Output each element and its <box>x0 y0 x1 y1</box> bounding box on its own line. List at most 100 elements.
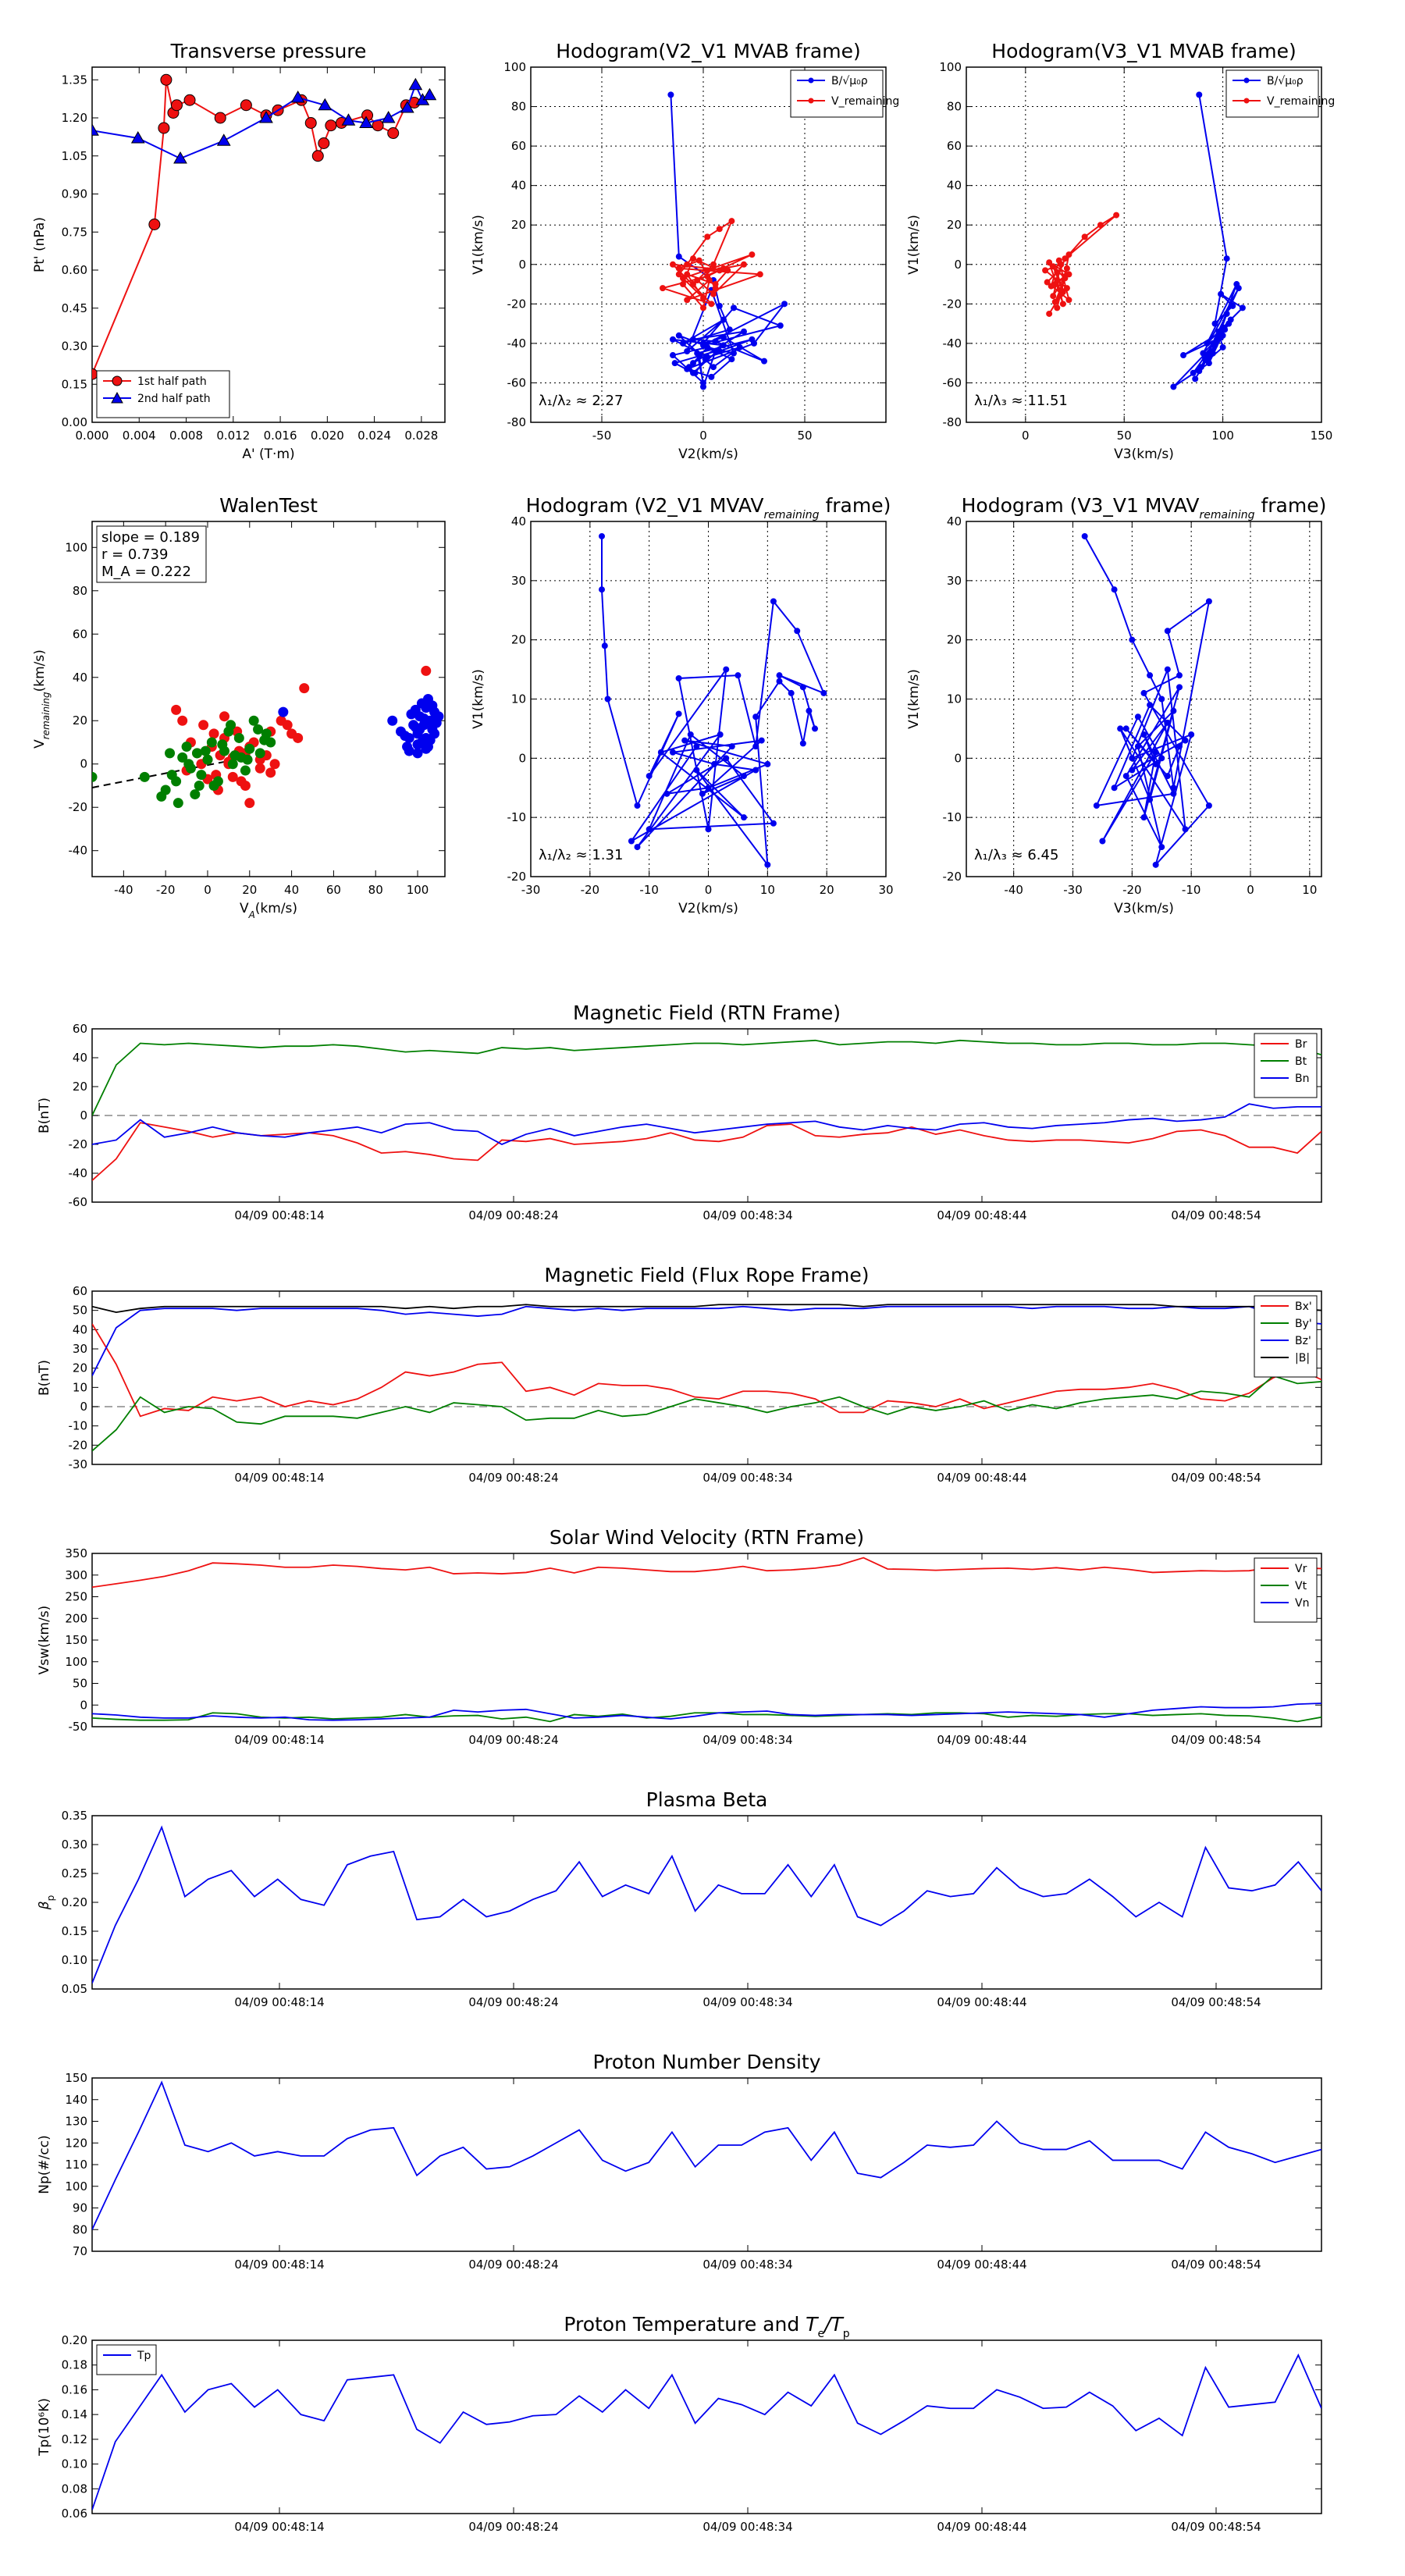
y-tick-label: -20 <box>69 800 88 814</box>
chart-transverse-pressure: Transverse pressure0.000.150.300.450.600… <box>32 40 446 462</box>
x-tick-label: 80 <box>368 883 383 897</box>
y-axis-label: B(nT) <box>37 1098 52 1133</box>
y-tick-label: -10 <box>507 810 527 824</box>
data-point <box>254 763 265 774</box>
y-tick-label: 100 <box>503 60 526 74</box>
data-point <box>1129 636 1136 643</box>
x-tick-label: 04/09 00:48:24 <box>468 1995 558 2009</box>
data-point <box>248 715 259 726</box>
data-point <box>770 820 777 827</box>
data-point <box>416 698 427 709</box>
annotation-line: M_A = 0.222 <box>101 564 191 580</box>
data-point <box>421 743 432 754</box>
data-point <box>1054 277 1061 283</box>
y-tick-label: 80 <box>511 100 526 114</box>
y-tick-label: 1.05 <box>62 149 87 163</box>
data-point <box>1113 212 1120 219</box>
y-tick-label: 0.45 <box>62 301 87 315</box>
legend-box <box>1225 69 1319 118</box>
data-point <box>173 151 187 164</box>
data-point <box>741 773 747 780</box>
data-point <box>705 785 712 792</box>
y-tick-label: 0.30 <box>62 1838 87 1852</box>
legend-label: Tp <box>137 2350 151 2362</box>
legend: 1st half path 2nd half path <box>96 370 230 418</box>
data-point <box>670 261 676 268</box>
tick-labels: 70 80 90 100 110 120 130 140 150 04/09 00:48:14 04… <box>65 2071 1321 2272</box>
tick-labels: -20 -10 0 10 20 30 40 -40 -30 -20 -10 0 10 <box>943 514 1321 897</box>
data-point <box>599 532 605 539</box>
y-tick-label: 30 <box>947 574 962 588</box>
x-tick-label: 04/09 00:48:34 <box>702 1733 792 1747</box>
axes-frame <box>91 1553 1322 1727</box>
x-tick-label: -20 <box>1122 883 1142 897</box>
data-point <box>158 122 170 134</box>
data-point <box>1158 844 1165 851</box>
legend-box <box>790 69 884 118</box>
data-point <box>1129 767 1136 774</box>
legend-label: Vr <box>1295 1563 1307 1575</box>
y-tick-label: 0.18 <box>62 2358 87 2372</box>
data-point <box>675 265 682 272</box>
data-point <box>781 301 788 308</box>
annotation: λ₁/λ₃ ≈ 11.51 <box>974 393 1068 409</box>
data-point <box>1205 360 1212 367</box>
data-point <box>720 316 727 323</box>
y-tick-label: -10 <box>69 1419 88 1433</box>
y-tick-label: -60 <box>507 375 527 390</box>
chart-plasma-beta: Plasma Beta0.050.100.150.200.250.300.350… <box>37 1788 1322 2009</box>
series-line <box>92 1304 1321 1314</box>
data-point <box>680 340 686 347</box>
data-point <box>1054 304 1061 311</box>
series-by- <box>92 1375 1321 1452</box>
chart-title: Proton Temperature and Te/Tp <box>564 2313 849 2340</box>
annotation-text: λ₁/λ₃ ≈ 11.51 <box>974 393 1068 409</box>
x-tick-label: 04/09 00:48:14 <box>234 1471 324 1485</box>
x-tick-label: 04/09 00:48:14 <box>234 1995 324 2009</box>
data-point <box>177 752 188 763</box>
x-tick-label: 04/09 00:48:24 <box>468 1733 558 1747</box>
y-tick-label: 60 <box>511 139 526 153</box>
y-axis-label: B(nT) <box>37 1360 52 1396</box>
x-tick-label: 04/09 00:48:44 <box>937 2258 1026 2272</box>
x-tick-label: -20 <box>156 883 176 897</box>
y-tick-label: 250 <box>65 1590 87 1604</box>
y-tick-label: 20 <box>947 633 962 647</box>
x-tick-label: 04/09 00:48:14 <box>234 1208 324 1222</box>
data-point <box>226 720 237 731</box>
data-point <box>160 785 171 795</box>
x-tick-label: 04/09 00:48:54 <box>1171 1733 1261 1747</box>
data-point <box>684 348 691 354</box>
data-point <box>318 137 330 149</box>
annotation-text: λ₁/λ₂ ≈ 1.31 <box>539 847 623 863</box>
data-point <box>690 360 696 367</box>
legend-label: Bz' <box>1295 1335 1311 1347</box>
data-point <box>699 790 706 797</box>
y-tick-label: 100 <box>65 1655 87 1669</box>
series-line <box>660 219 761 310</box>
data-point <box>777 322 784 329</box>
y-tick-label: 0.90 <box>62 187 87 201</box>
data-point <box>675 710 682 717</box>
grid <box>966 521 1321 877</box>
data-point <box>1229 302 1236 309</box>
data-point <box>400 731 411 742</box>
data-point <box>706 277 713 283</box>
data-point <box>806 707 813 714</box>
x-tick-label: 04/09 00:48:34 <box>702 1995 792 2009</box>
series-line <box>601 535 826 868</box>
data-point <box>208 780 219 791</box>
y-tick-label: 80 <box>947 100 962 114</box>
y-tick-label: 10 <box>73 1380 87 1394</box>
data-point <box>692 369 699 376</box>
legend-marker <box>808 77 814 84</box>
x-tick-label: -50 <box>592 429 612 443</box>
data-point <box>708 373 715 380</box>
legend: B/√μ₀ρ V_remaining <box>790 69 899 118</box>
data-point <box>311 150 324 162</box>
y-tick-label: 1.20 <box>62 111 87 125</box>
data-point <box>704 233 711 240</box>
data-point <box>1081 532 1088 539</box>
data-point <box>702 356 709 363</box>
data-point <box>712 338 719 345</box>
